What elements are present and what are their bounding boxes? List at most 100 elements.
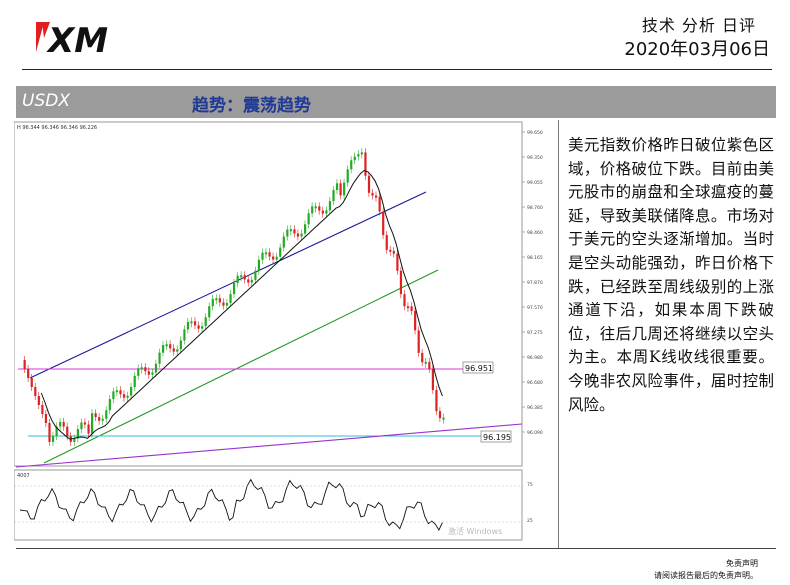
candle-body <box>399 270 403 295</box>
candle-body <box>165 344 168 347</box>
candle-body <box>30 378 33 387</box>
candle-body <box>44 414 48 423</box>
candle-body <box>208 306 211 318</box>
axis-tick-label: 97.275 <box>527 330 543 336</box>
candle-body <box>94 413 97 418</box>
axis-tick-label: 98.760 <box>527 205 543 211</box>
candle-body <box>218 298 221 303</box>
candle-body <box>254 270 257 280</box>
candle-body <box>190 321 193 324</box>
candle-body <box>442 417 445 420</box>
candle-body <box>417 330 420 353</box>
candle-body <box>229 294 232 304</box>
candle-body <box>91 413 94 434</box>
candle-body <box>279 247 282 257</box>
candle-body <box>325 210 328 214</box>
candle-body <box>357 154 360 157</box>
candle-body <box>314 206 317 209</box>
level-label-lower-box: 96.195 <box>480 430 512 443</box>
candle-body <box>169 344 172 349</box>
oscillator-line <box>19 478 443 531</box>
candle-body <box>201 326 204 329</box>
candle-body <box>428 361 431 369</box>
candle-body <box>346 169 349 183</box>
candle-body <box>367 175 371 193</box>
sub-axis-tick-label: 75 <box>527 482 533 488</box>
candle-body <box>122 394 126 398</box>
candle-body <box>257 259 261 271</box>
oscillator <box>14 478 522 531</box>
candle-body <box>197 325 200 329</box>
candle-body <box>289 229 292 232</box>
axis-tick-label: 96.385 <box>527 405 543 411</box>
candle-body <box>108 399 111 411</box>
candle-body <box>282 236 285 248</box>
candle-body <box>76 429 79 439</box>
candle-body <box>130 386 133 396</box>
axis-tick-label: 99.055 <box>527 180 543 186</box>
header-divider <box>22 69 772 70</box>
level-label-lower: 96.195 <box>483 433 511 442</box>
candle-body <box>431 368 434 391</box>
axis-tick-label: 98.165 <box>527 255 543 261</box>
candle-body <box>23 360 26 369</box>
chart-svg: H 96.344 96.346 96.346 96.226 4007 99.65… <box>13 120 544 544</box>
candle-body <box>37 396 40 405</box>
candle-body <box>414 311 417 331</box>
candle-body <box>353 156 356 161</box>
moving-average-line <box>40 169 443 440</box>
candle-body <box>275 256 278 260</box>
candle-body <box>27 369 30 378</box>
moving-average <box>40 169 443 440</box>
candle-body <box>435 390 438 412</box>
candle-body <box>225 303 229 306</box>
candle-body <box>59 422 62 427</box>
candle-body <box>396 253 399 271</box>
candle-body <box>261 252 264 260</box>
candle-body <box>34 387 37 396</box>
report-title: 技术 分析 日评 <box>641 16 756 35</box>
candle-body <box>421 352 424 363</box>
report-date: 2020年03月06日 <box>624 39 770 60</box>
sub-axis-tick-label: 25 <box>527 518 533 524</box>
candle-body <box>204 317 207 327</box>
candle-body <box>137 368 140 376</box>
candle-body <box>179 340 182 350</box>
candle-body <box>438 411 442 419</box>
lower-channel-line <box>43 269 439 464</box>
level-label-upper: 96.951 <box>465 364 493 373</box>
candle-body <box>66 426 69 437</box>
candle-body <box>247 279 250 283</box>
candle-body <box>385 235 388 250</box>
axis-tick-label: 96.980 <box>527 355 543 361</box>
candle-body <box>233 282 236 295</box>
candle-body <box>140 367 143 370</box>
sub-panel-top-label: 4007 <box>17 473 30 479</box>
candle-body <box>193 321 197 326</box>
candle-body <box>296 233 300 237</box>
disclaimer-note: 请阅读报告最后的免责声明。 <box>654 571 758 580</box>
level-label-upper-box: 96.951 <box>462 361 494 374</box>
candle-body <box>268 252 271 257</box>
candle-body <box>243 275 246 280</box>
candle-body <box>382 211 385 236</box>
chart-top-info: H 96.344 96.346 96.346 96.226 <box>17 125 97 131</box>
candle-body <box>183 329 186 341</box>
candle-body <box>172 348 175 352</box>
candle-body <box>186 321 190 330</box>
candle-body <box>87 424 90 434</box>
candle-body <box>264 252 268 255</box>
candle-body <box>321 210 324 214</box>
candle-body <box>51 436 55 442</box>
axis-tick-label: 97.570 <box>527 305 543 311</box>
candle-body <box>236 275 239 283</box>
candle-body <box>250 279 253 283</box>
xm-logo: XM <box>36 21 108 60</box>
disclaimer-title: 免责声明 <box>726 559 758 568</box>
candle-body <box>364 152 367 176</box>
candle-body <box>424 361 427 364</box>
candle-body <box>378 196 381 212</box>
symbol-label: USDX <box>22 91 70 111</box>
main-panel-frame <box>13 121 523 467</box>
candle-body <box>307 213 310 225</box>
